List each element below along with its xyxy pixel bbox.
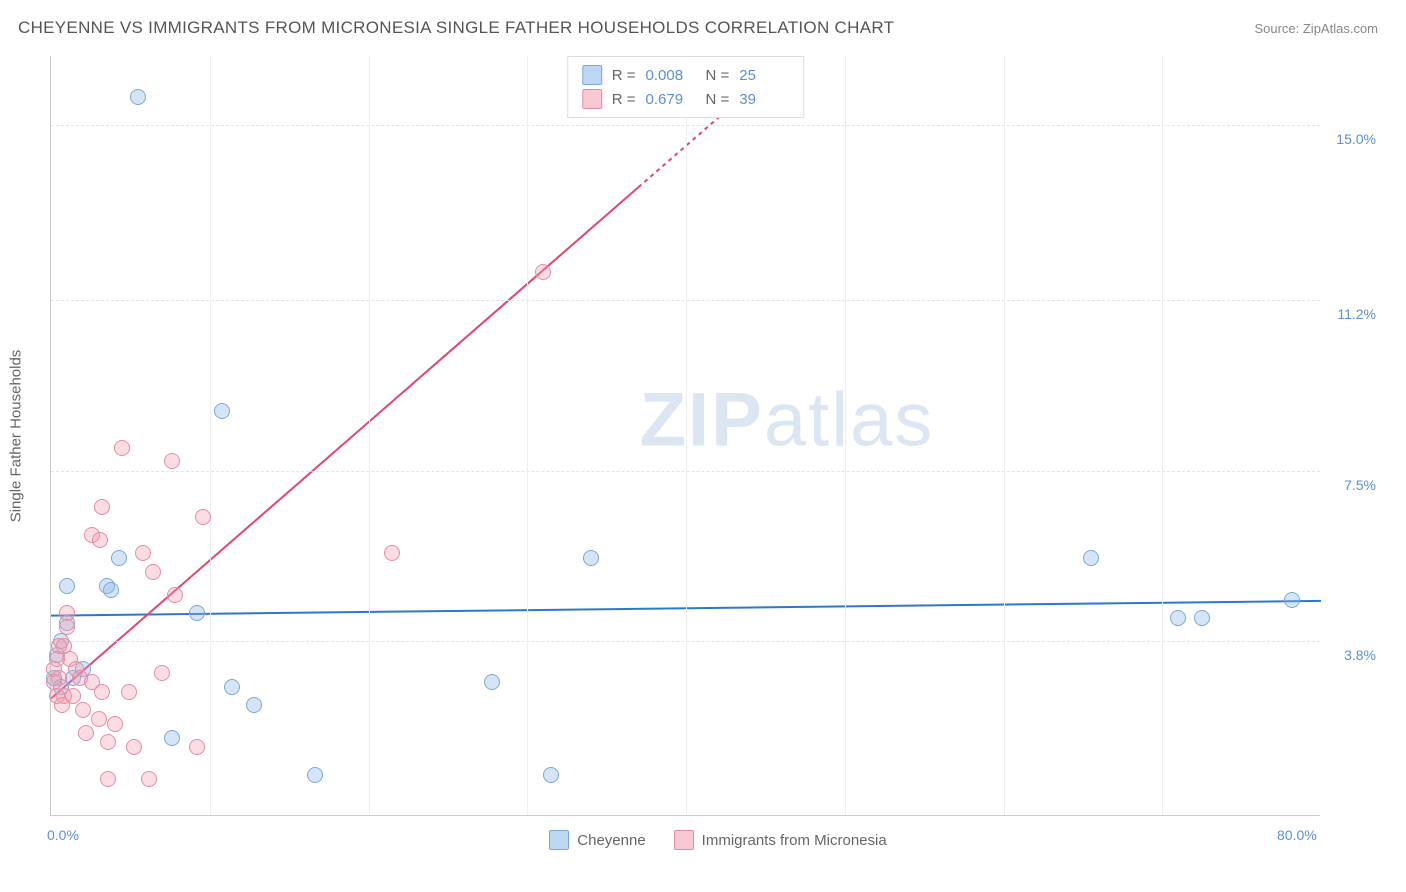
stats-legend: R = 0.008 N = 25 R = 0.679 N = 39 (567, 56, 805, 118)
chart-header: CHEYENNE VS IMMIGRANTS FROM MICRONESIA S… (0, 0, 1406, 46)
data-point (100, 771, 116, 787)
y-tick-label: 15.0% (1336, 131, 1376, 147)
stat-n-value: 39 (739, 91, 789, 108)
y-tick-label: 11.2% (1337, 306, 1376, 322)
data-point (583, 550, 599, 566)
data-point (195, 509, 211, 525)
data-point (121, 684, 137, 700)
data-point (1284, 592, 1300, 608)
chart-source: Source: ZipAtlas.com (1254, 21, 1378, 36)
stat-r-value: 0.679 (646, 91, 696, 108)
chart-container: ZIPatlas Single Father Households R = 0.… (50, 56, 1386, 850)
gridline-v (369, 56, 370, 815)
gridline-v (1004, 56, 1005, 815)
data-point (103, 582, 119, 598)
stat-r-label: R = (612, 91, 636, 108)
data-point (92, 532, 108, 548)
data-point (154, 665, 170, 681)
legend-item: Immigrants from Micronesia (674, 830, 887, 850)
data-point (164, 730, 180, 746)
stat-r-label: R = (612, 67, 636, 84)
gridline-v (527, 56, 528, 815)
y-tick-label: 7.5% (1344, 477, 1376, 493)
stat-n-label: N = (706, 91, 730, 108)
data-point (1170, 610, 1186, 626)
data-point (94, 684, 110, 700)
data-point (214, 403, 230, 419)
watermark: ZIPatlas (640, 377, 935, 464)
data-point (145, 564, 161, 580)
chart-title: CHEYENNE VS IMMIGRANTS FROM MICRONESIA S… (18, 18, 894, 38)
y-axis-label: Single Father Households (8, 349, 25, 522)
x-tick-label: 80.0% (1277, 827, 1317, 843)
data-point (307, 767, 323, 783)
legend-swatch (582, 65, 602, 85)
data-point (484, 674, 500, 690)
legend-swatch (582, 89, 602, 109)
data-point (54, 697, 70, 713)
data-point (189, 739, 205, 755)
bottom-legend: Cheyenne Immigrants from Micronesia (50, 830, 1386, 850)
data-point (543, 767, 559, 783)
data-point (164, 453, 180, 469)
data-point (78, 725, 94, 741)
plot-area: ZIPatlas Single Father Households R = 0.… (50, 56, 1320, 816)
data-point (384, 545, 400, 561)
data-point (135, 545, 151, 561)
data-point (75, 702, 91, 718)
data-point (111, 550, 127, 566)
stat-n-value: 25 (739, 67, 789, 84)
data-point (535, 264, 551, 280)
legend-item: Cheyenne (549, 830, 645, 850)
data-point (1083, 550, 1099, 566)
data-point (246, 697, 262, 713)
data-point (59, 619, 75, 635)
stat-n-label: N = (706, 67, 730, 84)
stats-legend-row: R = 0.679 N = 39 (582, 87, 790, 111)
legend-label: Immigrants from Micronesia (702, 832, 887, 849)
data-point (91, 711, 107, 727)
data-point (1194, 610, 1210, 626)
data-point (189, 605, 205, 621)
legend-label: Cheyenne (577, 832, 645, 849)
gridline-v (686, 56, 687, 815)
data-point (167, 587, 183, 603)
data-point (94, 499, 110, 515)
legend-swatch (674, 830, 694, 850)
data-point (141, 771, 157, 787)
data-point (130, 89, 146, 105)
data-point (126, 739, 142, 755)
data-point (59, 578, 75, 594)
gridline-v (845, 56, 846, 815)
gridline-v (1162, 56, 1163, 815)
stats-legend-row: R = 0.008 N = 25 (582, 63, 790, 87)
stat-r-value: 0.008 (646, 67, 696, 84)
data-point (224, 679, 240, 695)
x-tick-label: 0.0% (47, 827, 79, 843)
y-tick-label: 3.8% (1344, 647, 1376, 663)
gridline-v (210, 56, 211, 815)
legend-swatch (549, 830, 569, 850)
data-point (107, 716, 123, 732)
data-point (114, 440, 130, 456)
data-point (100, 734, 116, 750)
